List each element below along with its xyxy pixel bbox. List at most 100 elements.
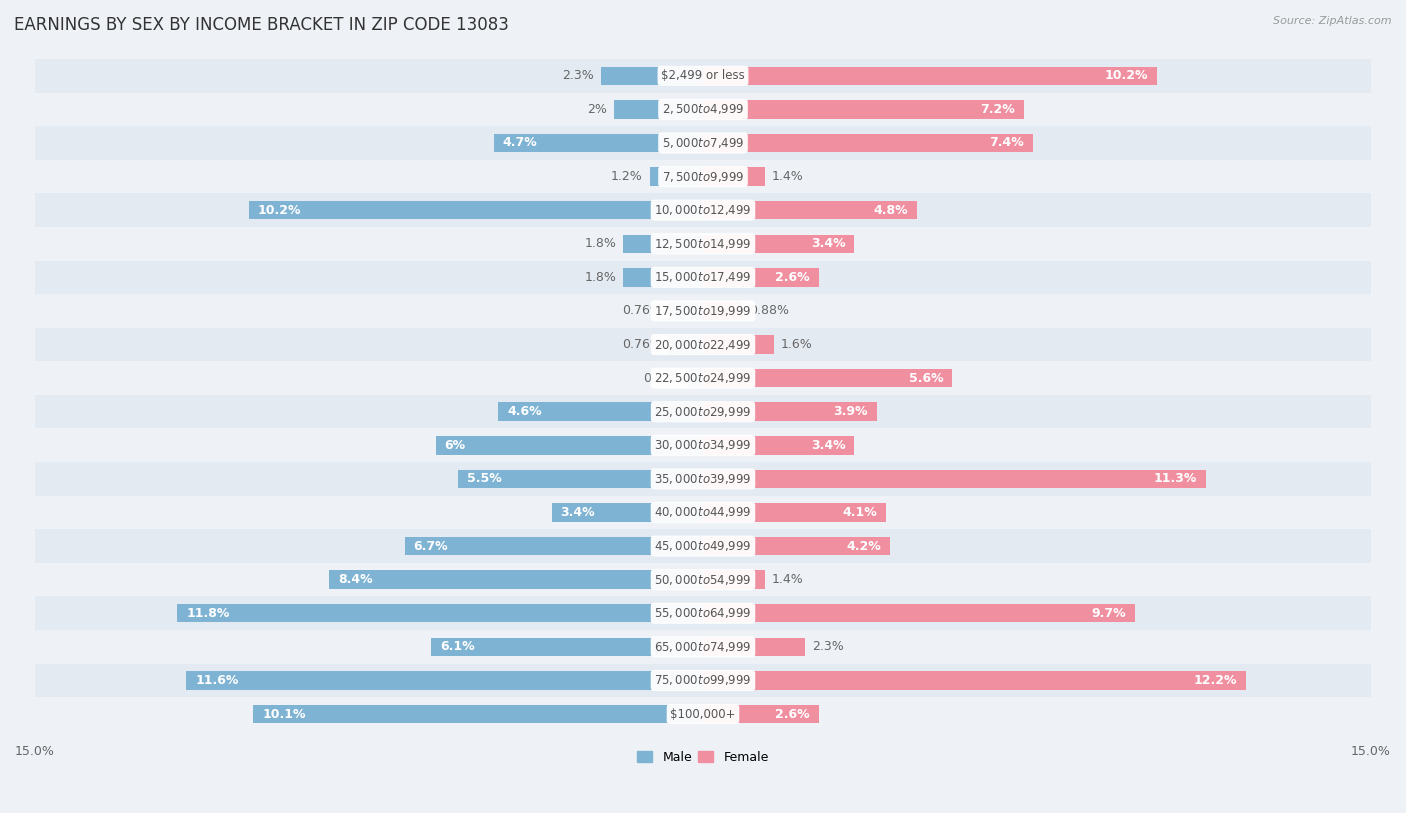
Bar <box>35 428 1371 462</box>
Bar <box>405 537 703 555</box>
Text: 11.8%: 11.8% <box>187 606 229 620</box>
Text: 0.76%: 0.76% <box>623 304 662 317</box>
Text: $22,500 to $24,999: $22,500 to $24,999 <box>654 371 752 385</box>
Text: 6.1%: 6.1% <box>440 641 475 654</box>
Text: Source: ZipAtlas.com: Source: ZipAtlas.com <box>1274 16 1392 26</box>
Bar <box>35 563 1371 597</box>
Text: EARNINGS BY SEX BY INCOME BRACKET IN ZIP CODE 13083: EARNINGS BY SEX BY INCOME BRACKET IN ZIP… <box>14 16 509 34</box>
Bar <box>432 637 703 656</box>
Text: $2,499 or less: $2,499 or less <box>661 69 745 82</box>
Text: $17,500 to $19,999: $17,500 to $19,999 <box>654 304 752 318</box>
Text: 12.2%: 12.2% <box>1194 674 1237 687</box>
Bar <box>35 361 1371 395</box>
Text: 5.5%: 5.5% <box>467 472 502 485</box>
Text: 7.4%: 7.4% <box>988 137 1024 150</box>
Text: 2%: 2% <box>588 103 607 116</box>
Text: 2.3%: 2.3% <box>813 641 844 654</box>
Text: $2,500 to $4,999: $2,500 to $4,999 <box>662 102 744 116</box>
Text: $7,500 to $9,999: $7,500 to $9,999 <box>662 170 744 184</box>
Bar <box>35 529 1371 563</box>
Bar <box>35 328 1371 361</box>
Bar <box>703 67 1157 85</box>
Bar <box>35 59 1371 93</box>
Bar <box>703 672 1246 689</box>
Text: 10.1%: 10.1% <box>262 707 305 720</box>
Bar <box>703 503 886 522</box>
Legend: Male, Female: Male, Female <box>633 746 773 768</box>
Bar <box>35 496 1371 529</box>
Text: 10.2%: 10.2% <box>257 204 301 216</box>
Text: 1.4%: 1.4% <box>772 573 804 586</box>
Text: $15,000 to $17,499: $15,000 to $17,499 <box>654 271 752 285</box>
Text: 1.4%: 1.4% <box>772 170 804 183</box>
Text: 8.4%: 8.4% <box>337 573 373 586</box>
Bar <box>703 268 818 286</box>
Text: 7.2%: 7.2% <box>980 103 1015 116</box>
Bar <box>35 663 1371 698</box>
Bar <box>35 597 1371 630</box>
Text: $75,000 to $99,999: $75,000 to $99,999 <box>654 673 752 688</box>
Text: $35,000 to $39,999: $35,000 to $39,999 <box>654 472 752 486</box>
Bar <box>623 268 703 286</box>
Text: 4.8%: 4.8% <box>873 204 908 216</box>
Bar <box>703 134 1032 152</box>
Text: 4.7%: 4.7% <box>502 137 537 150</box>
Text: 3.4%: 3.4% <box>811 439 845 452</box>
Bar <box>703 369 952 387</box>
Bar <box>703 705 818 724</box>
Bar <box>703 302 742 320</box>
Text: $65,000 to $74,999: $65,000 to $74,999 <box>654 640 752 654</box>
Bar <box>703 335 775 354</box>
Text: $5,000 to $7,499: $5,000 to $7,499 <box>662 136 744 150</box>
Text: 1.8%: 1.8% <box>585 271 616 284</box>
Bar <box>35 294 1371 328</box>
Bar <box>703 637 806 656</box>
Bar <box>35 698 1371 731</box>
Bar <box>551 503 703 522</box>
Text: $30,000 to $34,999: $30,000 to $34,999 <box>654 438 752 452</box>
Text: 5.6%: 5.6% <box>908 372 943 385</box>
Bar <box>249 201 703 220</box>
Bar <box>35 126 1371 160</box>
Bar <box>669 302 703 320</box>
Bar <box>703 234 855 253</box>
Bar <box>703 402 877 421</box>
Bar <box>458 470 703 488</box>
Text: 2.6%: 2.6% <box>775 271 810 284</box>
Bar <box>498 402 703 421</box>
Bar <box>703 571 765 589</box>
Bar <box>436 436 703 454</box>
Text: 4.1%: 4.1% <box>842 506 877 519</box>
Bar <box>35 395 1371 428</box>
Text: 2.3%: 2.3% <box>562 69 593 82</box>
Bar <box>600 67 703 85</box>
Text: 1.2%: 1.2% <box>612 170 643 183</box>
Text: 0.76%: 0.76% <box>623 338 662 351</box>
Bar <box>35 193 1371 227</box>
Bar <box>703 100 1024 119</box>
Text: 0.31%: 0.31% <box>643 372 682 385</box>
Bar <box>35 93 1371 126</box>
Bar <box>177 604 703 623</box>
Text: 3.4%: 3.4% <box>561 506 595 519</box>
Bar <box>35 227 1371 260</box>
Bar <box>253 705 703 724</box>
Bar <box>703 470 1206 488</box>
Bar <box>35 260 1371 294</box>
Bar <box>187 672 703 689</box>
Bar <box>614 100 703 119</box>
Text: 11.6%: 11.6% <box>195 674 239 687</box>
Text: $12,500 to $14,999: $12,500 to $14,999 <box>654 237 752 250</box>
Bar <box>703 167 765 186</box>
Text: 3.9%: 3.9% <box>834 405 868 418</box>
Text: 1.6%: 1.6% <box>780 338 813 351</box>
Text: $25,000 to $29,999: $25,000 to $29,999 <box>654 405 752 419</box>
Text: 1.8%: 1.8% <box>585 237 616 250</box>
Bar <box>650 167 703 186</box>
Bar <box>35 160 1371 193</box>
Bar <box>703 604 1135 623</box>
Bar <box>689 369 703 387</box>
Text: $50,000 to $54,999: $50,000 to $54,999 <box>654 572 752 587</box>
Text: $20,000 to $22,499: $20,000 to $22,499 <box>654 337 752 351</box>
Bar <box>703 201 917 220</box>
